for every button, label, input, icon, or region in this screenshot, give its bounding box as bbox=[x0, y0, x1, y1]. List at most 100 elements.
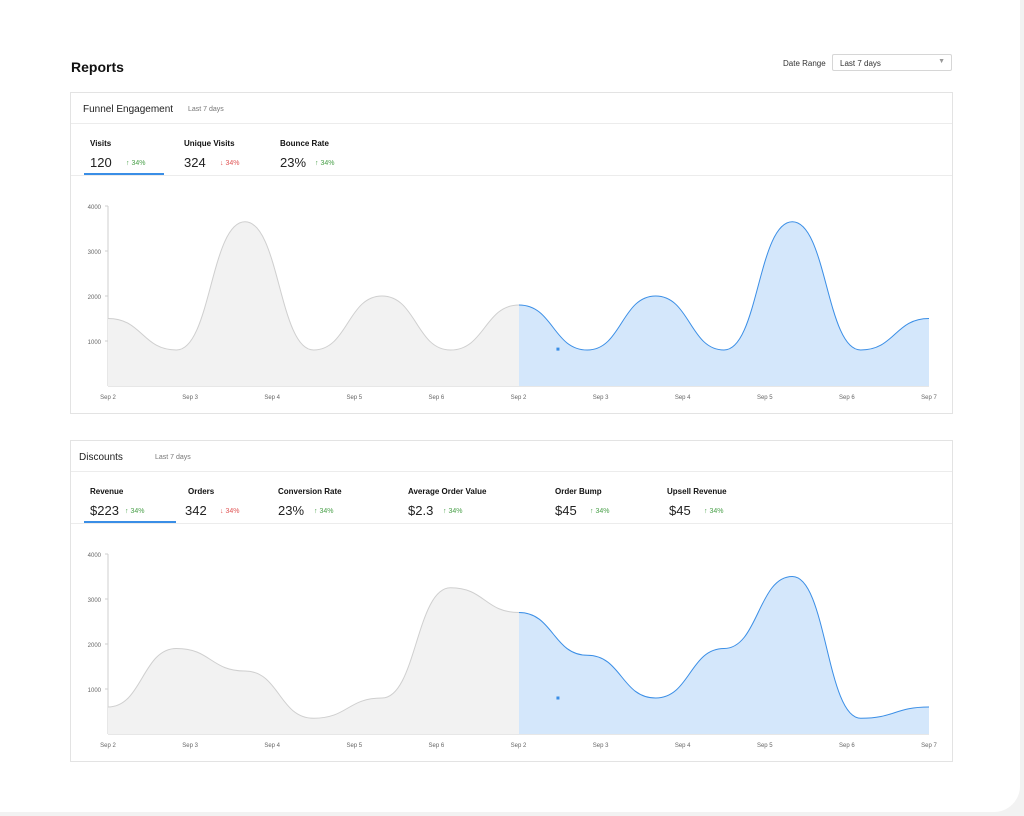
date-range-select[interactable]: Last 7 days ▼ bbox=[832, 54, 952, 71]
metric-tab-average-order-value[interactable]: Average Order Value $2.3 ↑ 34% bbox=[408, 472, 508, 523]
current-period-line bbox=[518, 575, 930, 719]
discounts-chart: 1000 2000 3000 4000 Sep 2 Sep 3 Sep 4 Sep 5 Sep … bbox=[88, 553, 938, 749]
funnel-engagement-card: Funnel Engagement Last 7 days Visits 120… bbox=[70, 92, 953, 414]
x-tick-label: Sep 7 bbox=[921, 395, 937, 401]
page-title: Reports bbox=[71, 59, 124, 75]
current-period-area bbox=[519, 576, 929, 734]
metric-tab-orders[interactable]: Orders 342 ↓ 34% bbox=[185, 472, 255, 523]
metric-label: Orders bbox=[188, 487, 215, 496]
active-tab-indicator bbox=[84, 173, 164, 175]
delta-value: 34% bbox=[448, 508, 463, 515]
previous-period-area bbox=[108, 587, 519, 734]
delta-value: 34% bbox=[131, 160, 146, 167]
metric-value: $223 bbox=[90, 503, 119, 518]
metric-value: $45 bbox=[555, 503, 577, 518]
funnel-chart-area: 1000 2000 3000 4000 Sep 2 Sep 3 Sep 4 Sep 5 Sep … bbox=[71, 176, 952, 414]
date-range-label: Date Range bbox=[783, 59, 826, 68]
metric-value: 324 bbox=[184, 155, 206, 170]
x-tick-label: Sep 5 bbox=[346, 395, 362, 401]
metric-delta: ↑ 34% bbox=[314, 508, 334, 515]
x-tick-label: Sep 7 bbox=[921, 743, 937, 749]
previous-period-line bbox=[107, 587, 520, 719]
metric-tab-conversion-rate[interactable]: Conversion Rate 23% ↑ 34% bbox=[278, 472, 368, 523]
y-tick-label: 4000 bbox=[88, 553, 102, 559]
delta-value: 34% bbox=[225, 160, 240, 167]
y-tick-label: 3000 bbox=[88, 598, 102, 604]
x-tick-label: Sep 2 bbox=[100, 743, 116, 749]
data-point-marker[interactable] bbox=[556, 696, 560, 700]
metric-label: Average Order Value bbox=[408, 487, 487, 496]
metric-label: Bounce Rate bbox=[280, 139, 329, 148]
metric-label: Revenue bbox=[90, 487, 124, 496]
discounts-chart-area: 1000 2000 3000 4000 Sep 2 Sep 3 Sep 4 Sep 5 Sep … bbox=[71, 524, 952, 762]
metric-value: $45 bbox=[669, 503, 691, 518]
card-subtitle: Last 7 days bbox=[155, 454, 191, 461]
x-tick-label: Sep 2 bbox=[511, 395, 527, 401]
data-point-marker[interactable] bbox=[556, 347, 560, 351]
metric-delta: ↑ 34% bbox=[443, 508, 463, 515]
x-tick-label: Sep 6 bbox=[429, 743, 445, 749]
card-header: Discounts Last 7 days bbox=[71, 441, 952, 472]
y-tick-label: 2000 bbox=[88, 643, 102, 649]
current-period-line bbox=[518, 221, 930, 351]
metric-value: 342 bbox=[185, 503, 207, 518]
metric-delta: ↑ 34% bbox=[590, 508, 610, 515]
x-tick-label: Sep 2 bbox=[511, 743, 527, 749]
metric-tab-unique-visits[interactable]: Unique Visits 324 ↓ 34% bbox=[184, 124, 264, 175]
y-tick-label: 4000 bbox=[88, 205, 102, 211]
metric-tab-bounce-rate[interactable]: Bounce Rate 23% ↑ 34% bbox=[280, 124, 360, 175]
delta-value: 34% bbox=[595, 508, 610, 515]
card-title: Discounts bbox=[79, 452, 123, 463]
metric-label: Upsell Revenue bbox=[667, 487, 727, 496]
metric-label: Order Bump bbox=[555, 487, 602, 496]
previous-period-area bbox=[108, 221, 519, 386]
x-tick-label: Sep 4 bbox=[675, 743, 691, 749]
metric-delta: ↓ 34% bbox=[220, 160, 240, 167]
x-tick-label: Sep 3 bbox=[593, 743, 609, 749]
metric-delta: ↓ 34% bbox=[220, 508, 240, 515]
x-tick-label: Sep 6 bbox=[839, 395, 855, 401]
metric-tabs: Revenue $223 ↑ 34% Orders 342 ↓ 34% Conv… bbox=[71, 472, 952, 524]
metric-tab-upsell-revenue[interactable]: Upsell Revenue $45 ↑ 34% bbox=[667, 472, 747, 523]
chevron-down-icon: ▼ bbox=[938, 58, 945, 65]
x-tick-label: Sep 4 bbox=[264, 395, 280, 401]
metric-tab-visits[interactable]: Visits 120 ↑ 34% bbox=[84, 124, 164, 175]
metric-label: Conversion Rate bbox=[278, 487, 342, 496]
x-tick-label: Sep 2 bbox=[100, 395, 116, 401]
y-tick-label: 1000 bbox=[88, 688, 102, 694]
date-range-value: Last 7 days bbox=[840, 59, 881, 68]
card-subtitle: Last 7 days bbox=[188, 106, 224, 113]
metric-delta: ↑ 34% bbox=[704, 508, 724, 515]
metric-value: $2.3 bbox=[408, 503, 434, 518]
y-tick-label: 2000 bbox=[88, 295, 102, 301]
metric-value: 23% bbox=[280, 155, 307, 170]
metric-value: 120 bbox=[90, 155, 112, 170]
delta-value: 34% bbox=[225, 508, 240, 515]
active-tab-indicator bbox=[84, 521, 176, 523]
previous-period-line bbox=[107, 221, 520, 351]
metric-tabs: Visits 120 ↑ 34% Unique Visits 324 ↓ 34%… bbox=[71, 124, 952, 176]
x-tick-label: Sep 6 bbox=[429, 395, 445, 401]
metric-delta: ↑ 34% bbox=[125, 508, 145, 515]
delta-value: 34% bbox=[130, 508, 145, 515]
x-tick-label: Sep 3 bbox=[182, 395, 198, 401]
x-tick-label: Sep 5 bbox=[757, 395, 773, 401]
current-period-area bbox=[519, 221, 929, 386]
delta-value: 34% bbox=[320, 160, 335, 167]
metric-label: Unique Visits bbox=[184, 139, 235, 148]
x-tick-label: Sep 4 bbox=[675, 395, 691, 401]
metric-tab-revenue[interactable]: Revenue $223 ↑ 34% bbox=[84, 472, 176, 523]
y-tick-label: 1000 bbox=[88, 340, 102, 346]
x-tick-label: Sep 5 bbox=[757, 743, 773, 749]
delta-value: 34% bbox=[709, 508, 724, 515]
x-tick-label: Sep 4 bbox=[264, 743, 280, 749]
funnel-chart: 1000 2000 3000 4000 Sep 2 Sep 3 Sep 4 Sep 5 Sep … bbox=[88, 205, 938, 401]
metric-delta: ↑ 34% bbox=[315, 160, 335, 167]
card-header: Funnel Engagement Last 7 days bbox=[71, 93, 952, 124]
metric-tab-order-bump[interactable]: Order Bump $45 ↑ 34% bbox=[555, 472, 635, 523]
delta-value: 34% bbox=[319, 508, 334, 515]
x-tick-label: Sep 3 bbox=[593, 395, 609, 401]
metric-value: 23% bbox=[278, 503, 305, 518]
metric-delta: ↑ 34% bbox=[126, 160, 146, 167]
